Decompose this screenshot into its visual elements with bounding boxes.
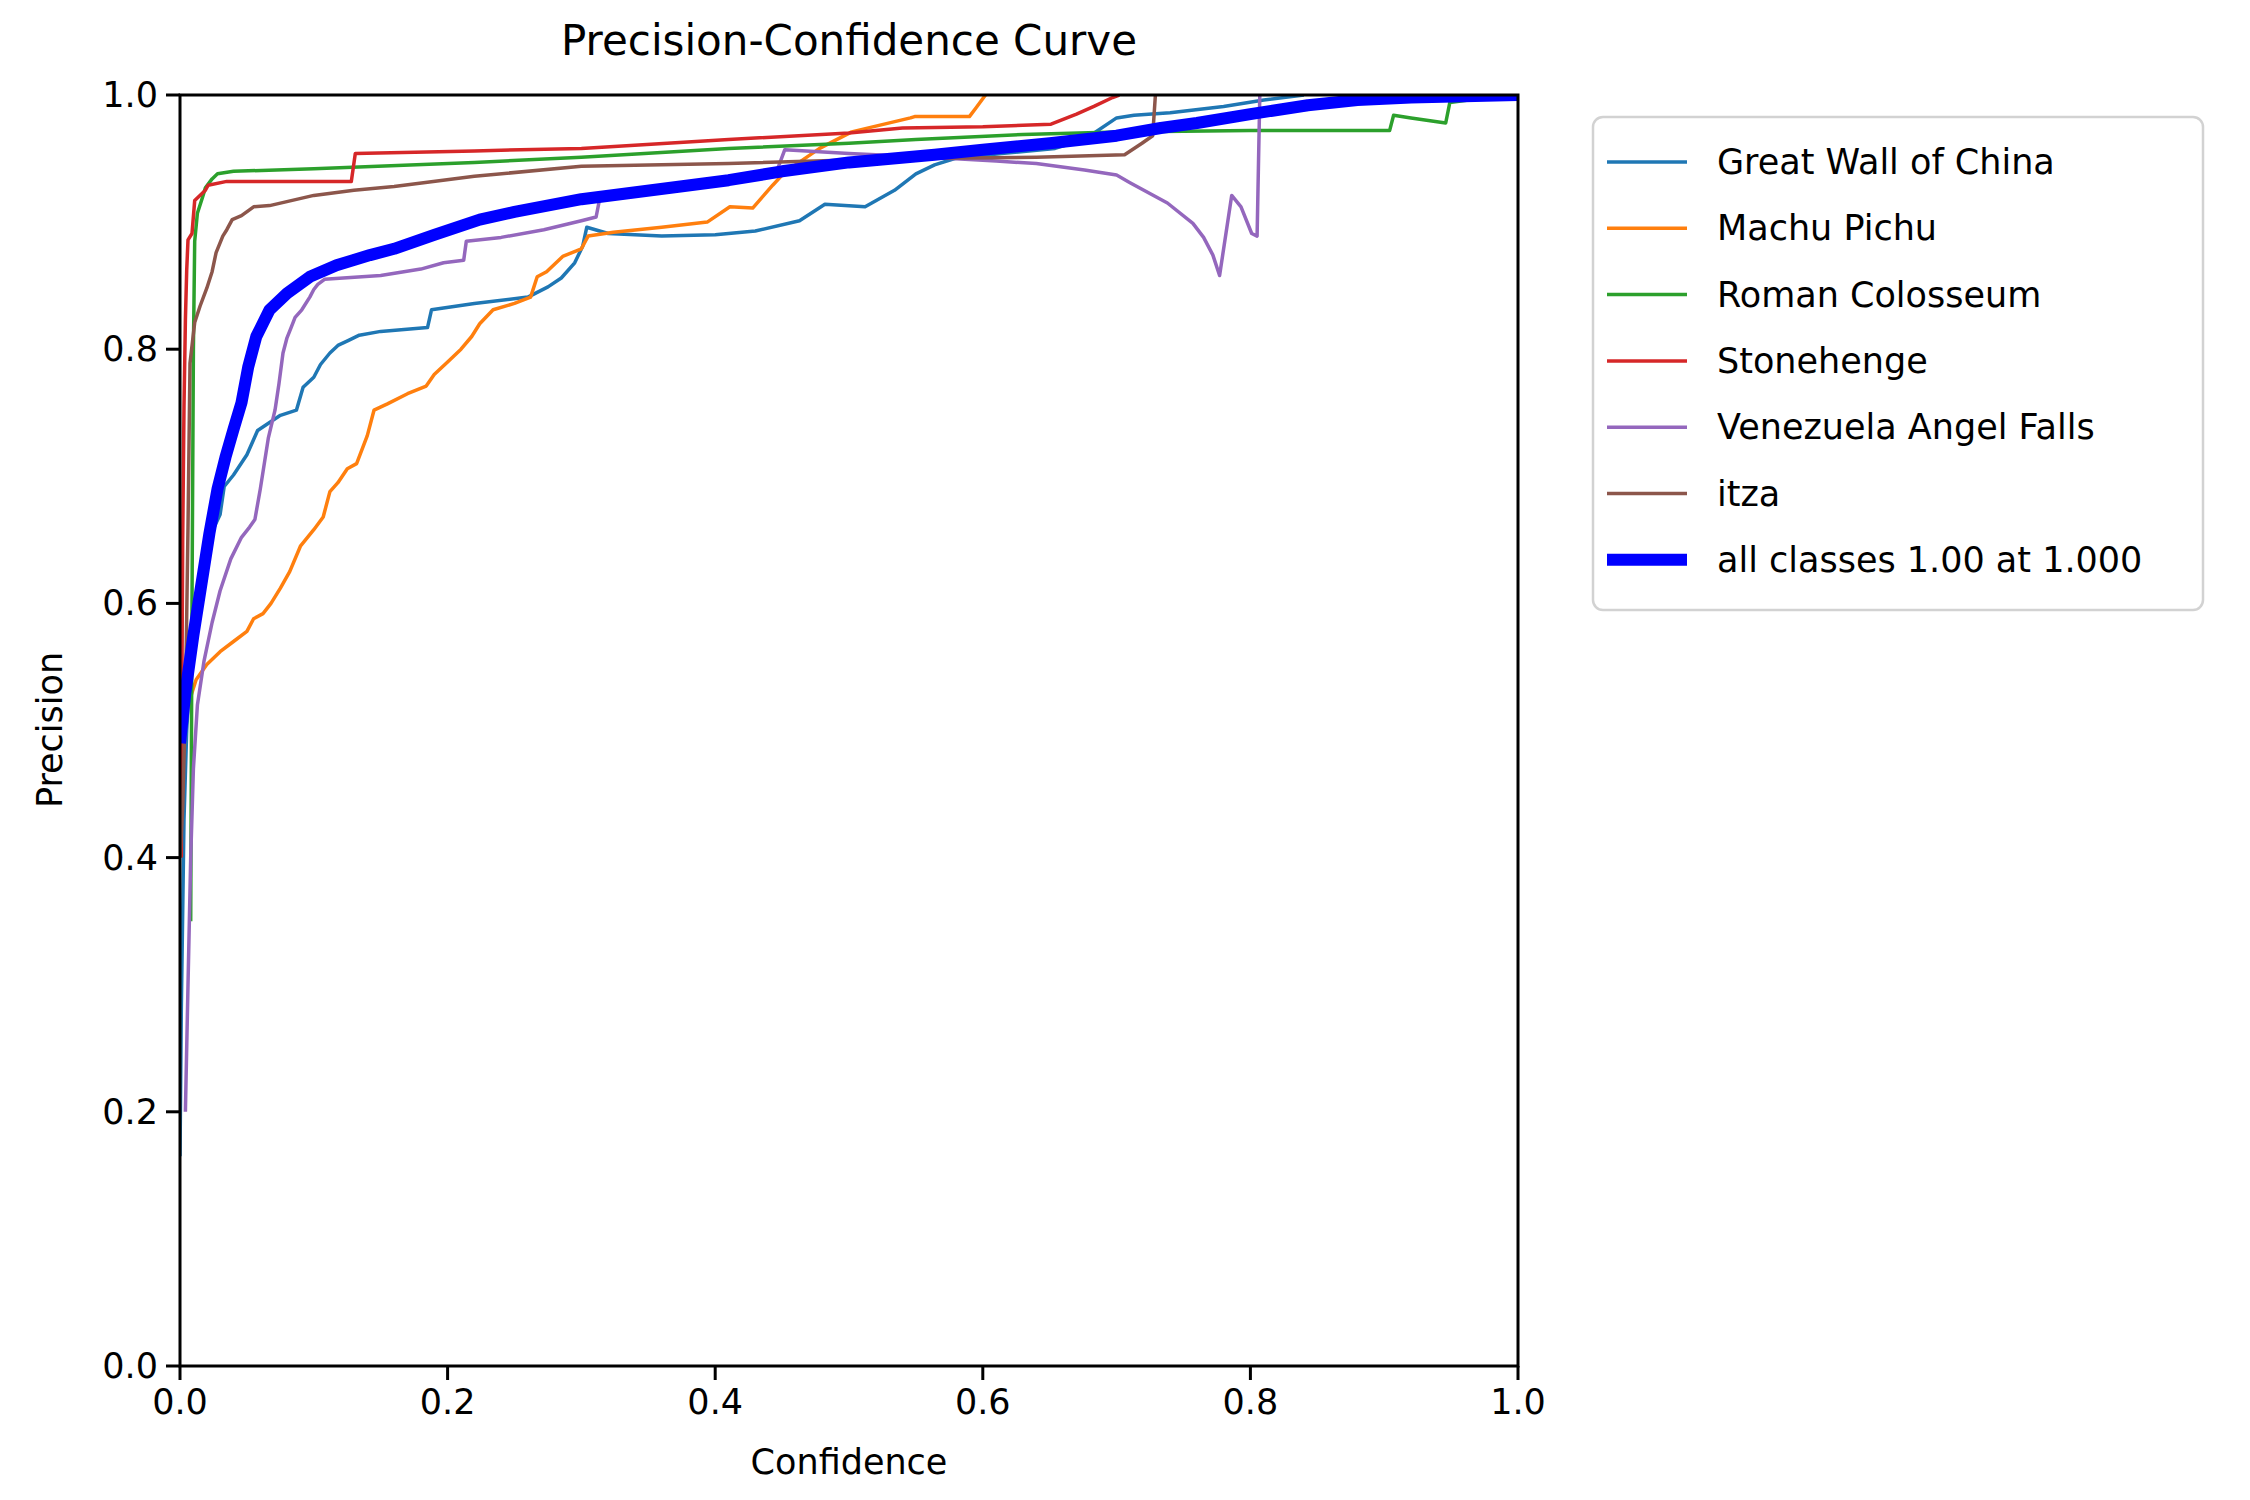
x-tick-label-0.0: 0.0	[152, 1382, 208, 1422]
y-axis-label: Precision	[30, 652, 70, 808]
x-axis-ticks: 0.0 0.2 0.4 0.6 0.8 1.0	[152, 1366, 1546, 1422]
legend-label-roman-colosseum: Roman Colosseum	[1717, 275, 2041, 315]
precision-confidence-chart: 0.0 0.2 0.4 0.6 0.8 1.0 0.0 0.2 0.4 0.6 0.8 1.0 Pr…	[0, 0, 2250, 1500]
legend-label-venezuela-angel-falls: Venezuela Angel Falls	[1717, 407, 2095, 447]
x-tick-label-0.6: 0.6	[955, 1382, 1011, 1422]
y-tick-label-0.8: 0.8	[102, 329, 158, 369]
y-tick-label-1.0: 1.0	[102, 75, 158, 115]
x-axis-label: Confidence	[751, 1442, 948, 1482]
legend-label-great-wall-of-china: Great Wall of China	[1717, 142, 2055, 182]
x-tick-label-0.8: 0.8	[1223, 1382, 1279, 1422]
plot-area	[180, 95, 1518, 1366]
figure-canvas: 0.0 0.2 0.4 0.6 0.8 1.0 0.0 0.2 0.4 0.6 0.8 1.0 Pr…	[0, 0, 2250, 1500]
legend-label-itza: itza	[1717, 474, 1780, 514]
legend-label-stonehenge: Stonehenge	[1717, 341, 1928, 381]
x-tick-label-0.4: 0.4	[687, 1382, 743, 1422]
legend-label-all-classes: all classes 1.00 at 1.000	[1717, 540, 2142, 580]
y-tick-label-0.4: 0.4	[102, 838, 158, 878]
y-tick-label-0.6: 0.6	[102, 583, 158, 623]
legend: Great Wall of China Machu Pichu Roman Colo…	[1593, 117, 2203, 610]
chart-title: Precision-Confidence Curve	[561, 16, 1137, 65]
legend-label-machu-pichu: Machu Pichu	[1717, 208, 1937, 248]
y-tick-label-0.0: 0.0	[102, 1346, 158, 1386]
y-tick-label-0.2: 0.2	[102, 1092, 158, 1132]
x-tick-label-1.0: 1.0	[1490, 1382, 1546, 1422]
x-tick-label-0.2: 0.2	[420, 1382, 476, 1422]
y-axis-ticks: 0.0 0.2 0.4 0.6 0.8 1.0	[102, 75, 180, 1386]
